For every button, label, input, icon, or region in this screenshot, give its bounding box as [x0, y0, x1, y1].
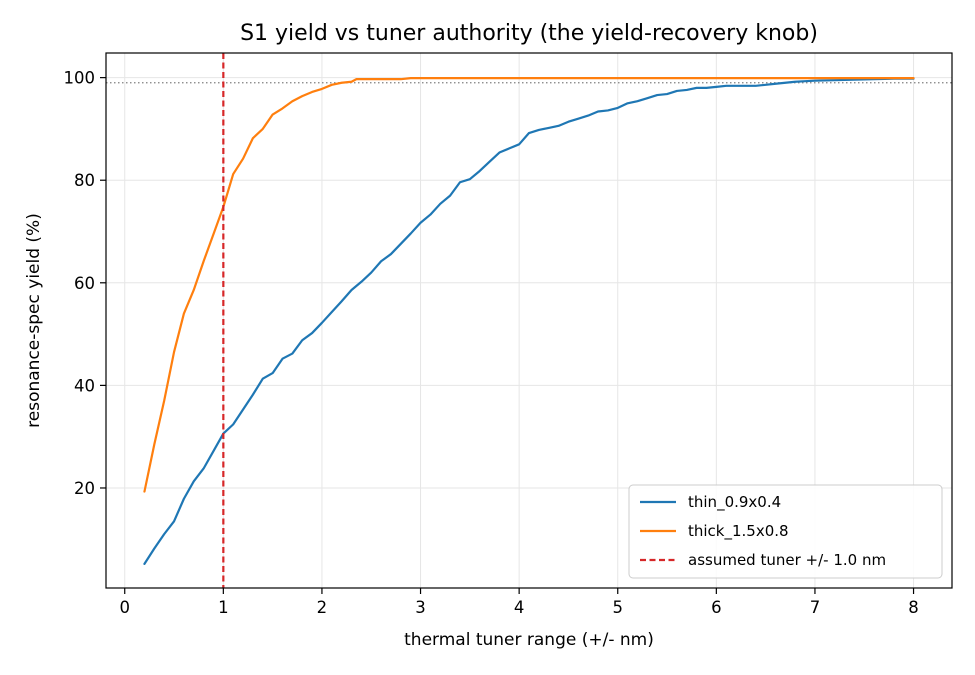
- x-tick-label: 7: [810, 598, 821, 617]
- x-tick-label: 1: [218, 598, 229, 617]
- x-tick-label: 5: [612, 598, 623, 617]
- x-tick-label: 0: [119, 598, 130, 617]
- legend-label-thick: thick_1.5x0.8: [688, 522, 789, 541]
- thick-series-line: [143, 77, 915, 493]
- chart-title: S1 yield vs tuner authority (the yield-r…: [240, 21, 818, 46]
- series-layer: [143, 77, 915, 565]
- legend: thin_0.9x0.4 thick_1.5x0.8 assumed tuner…: [628, 484, 943, 579]
- y-tick-label: 60: [74, 274, 95, 293]
- y-axis-label: resonance-spec yield (%): [24, 213, 44, 428]
- y-tick-label: 80: [74, 171, 95, 190]
- x-tick-label: 8: [908, 598, 919, 617]
- legend-box: [628, 484, 943, 579]
- legend-label-tuner: assumed tuner +/- 1.0 nm: [688, 551, 886, 569]
- plot-frame: [105, 52, 953, 589]
- x-tick-label: 2: [317, 598, 328, 617]
- x-tick-label: 3: [415, 598, 426, 617]
- thin-series-line: [143, 77, 915, 565]
- legend-label-thin: thin_0.9x0.4: [688, 493, 781, 512]
- y-tick-label: 40: [74, 376, 95, 395]
- x-tick-label: 4: [514, 598, 525, 617]
- tick-layer: 0 1 2 3 4 5 6 7 8 20 40 60 80 100: [64, 69, 919, 617]
- x-tick-label: 6: [711, 598, 722, 617]
- y-tick-label: 20: [74, 479, 95, 498]
- x-axis-label: thermal tuner range (+/- nm): [404, 630, 654, 650]
- y-tick-label: 100: [64, 69, 96, 88]
